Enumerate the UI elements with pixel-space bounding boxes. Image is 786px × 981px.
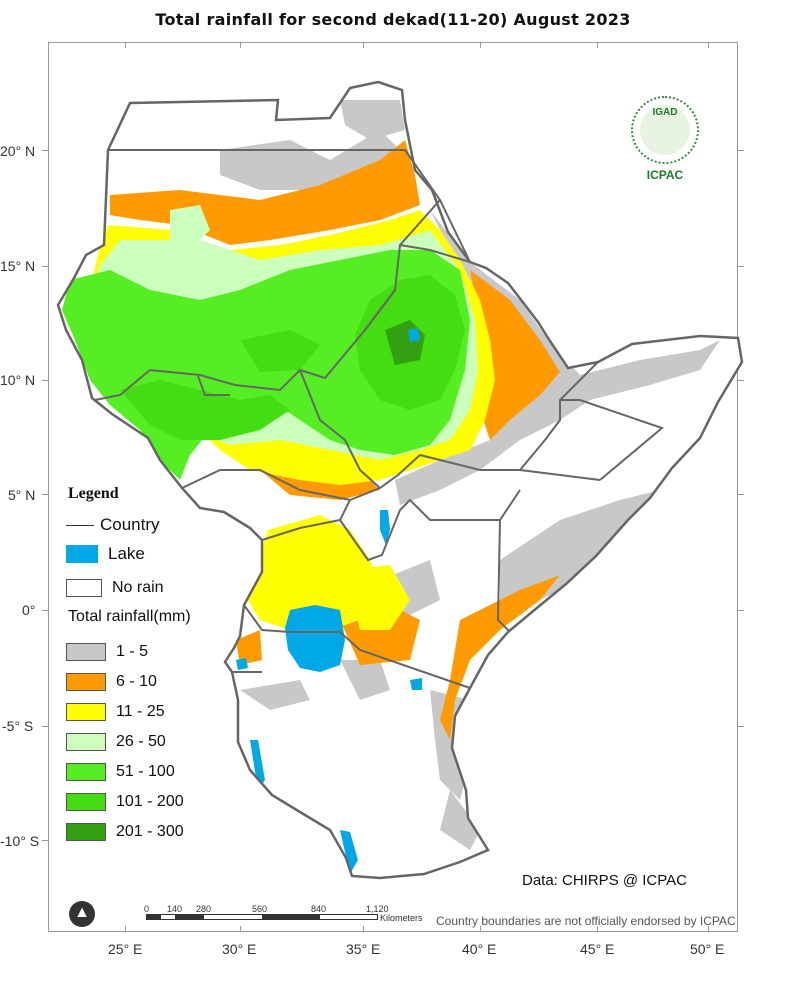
legend-class-swatch	[66, 763, 106, 781]
tick	[125, 926, 126, 932]
legend-country: Country	[66, 515, 160, 535]
legend-class-row: 11 - 25	[66, 703, 165, 721]
legend-class-swatch	[66, 733, 106, 751]
scale-segment	[147, 915, 161, 919]
lat-label-5n: 5° N	[8, 487, 36, 503]
lat-label-10s: -10° S	[0, 833, 40, 849]
lat-label-15n: 15° N	[0, 258, 36, 274]
legend-class-label: 11 - 25	[116, 703, 165, 720]
lake-swatch	[66, 545, 98, 563]
no-rain-swatch	[66, 579, 102, 597]
tick	[738, 726, 744, 727]
tick	[597, 926, 598, 932]
legend-class-row: 1 - 5	[66, 643, 148, 661]
logo-top-text: IGAD	[652, 107, 678, 118]
tick	[480, 42, 481, 48]
tick	[363, 926, 364, 932]
tick	[42, 266, 48, 267]
logo-bottom-text: ICPAC	[646, 168, 684, 182]
legend-class-row: 26 - 50	[66, 733, 166, 751]
tick	[738, 150, 744, 151]
legend-total-label: Total rainfall(mm)	[68, 608, 191, 625]
legend-class-swatch	[66, 823, 106, 841]
scale-label: 560	[252, 904, 268, 914]
tick	[738, 266, 744, 267]
legend-class-label: 101 - 200	[116, 793, 184, 810]
legend-class-swatch	[66, 793, 106, 811]
legend-class-label: 1 - 5	[116, 643, 149, 660]
map-title: Total rainfall for second dekad(11-20) A…	[155, 10, 631, 29]
lon-label-45e: 45° E	[580, 941, 615, 957]
scale-bar	[146, 914, 378, 920]
igad-icpac-logo: IGAD ICPAC	[628, 96, 702, 186]
tick	[597, 42, 598, 48]
lat-label-10n: 10° N	[0, 372, 36, 388]
tick	[42, 726, 48, 727]
lat-label-0: 0°	[22, 602, 36, 618]
map-frame	[48, 42, 738, 932]
legend-class-swatch	[66, 703, 106, 721]
lon-label-30e: 30° E	[222, 941, 257, 957]
tick	[125, 42, 126, 48]
north-arrow-icon: ▲	[69, 901, 95, 927]
tick	[480, 926, 481, 932]
tick	[42, 494, 48, 495]
scale-segment	[204, 915, 262, 919]
tick	[708, 42, 709, 48]
legend-class-row: 6 - 10	[66, 673, 157, 691]
tick	[42, 610, 48, 611]
tick	[240, 42, 241, 48]
legend-no-rain-label: No rain	[112, 579, 164, 596]
tick	[363, 42, 364, 48]
legend-class-swatch	[66, 643, 106, 661]
scale-label: 0	[144, 904, 150, 914]
lon-label-35e: 35° E	[346, 941, 381, 957]
legend-title: Legend	[68, 485, 119, 502]
country-line-icon	[66, 524, 94, 526]
tick	[738, 380, 744, 381]
legend-class-row: 51 - 100	[66, 763, 175, 781]
legend-class-row: 201 - 300	[66, 823, 184, 841]
legend-class-label: 51 - 100	[116, 763, 175, 780]
legend-lake: Lake	[66, 544, 145, 564]
legend-class-label: 201 - 300	[116, 823, 184, 840]
tick	[240, 926, 241, 932]
legend-class-row: 101 - 200	[66, 793, 184, 811]
lat-label-5s: -5° S	[2, 718, 34, 734]
legend: Legend Country Lake No rain Total rainfa…	[66, 482, 266, 842]
north-arrow-glyph: ▲	[74, 904, 90, 921]
tick	[708, 926, 709, 932]
disclaimer: Country boundaries are not officially en…	[436, 914, 736, 928]
scale-unit: Kilometers	[380, 913, 423, 923]
scale-segment	[161, 915, 175, 919]
lat-label-20n: 20° N	[0, 143, 36, 159]
legend-country-label: Country	[100, 515, 160, 534]
lon-label-25e: 25° E	[108, 941, 143, 957]
logo-ring	[631, 96, 699, 164]
scale-segment	[320, 915, 377, 919]
data-source: Data: CHIRPS @ ICPAC	[522, 872, 687, 889]
tick	[738, 494, 744, 495]
lon-label-40e: 40° E	[462, 941, 497, 957]
scale-segment	[262, 915, 320, 919]
legend-lake-label: Lake	[108, 544, 145, 563]
tick	[42, 840, 48, 841]
scale-label: 1,120	[366, 904, 389, 914]
legend-class-label: 26 - 50	[116, 733, 166, 750]
scale-label: 840	[311, 904, 327, 914]
legend-class-label: 6 - 10	[116, 673, 157, 690]
tick	[42, 150, 48, 151]
scale-label: 280	[196, 904, 212, 914]
tick	[738, 610, 744, 611]
tick	[42, 380, 48, 381]
logo-emblem	[640, 105, 690, 155]
legend-no-rain: No rain	[66, 579, 164, 597]
legend-total-title: Total rainfall(mm)	[68, 608, 191, 626]
lon-label-50e: 50° E	[690, 941, 725, 957]
legend-class-swatch	[66, 673, 106, 691]
scale-segment	[175, 915, 204, 919]
scale-label: 140	[167, 904, 183, 914]
